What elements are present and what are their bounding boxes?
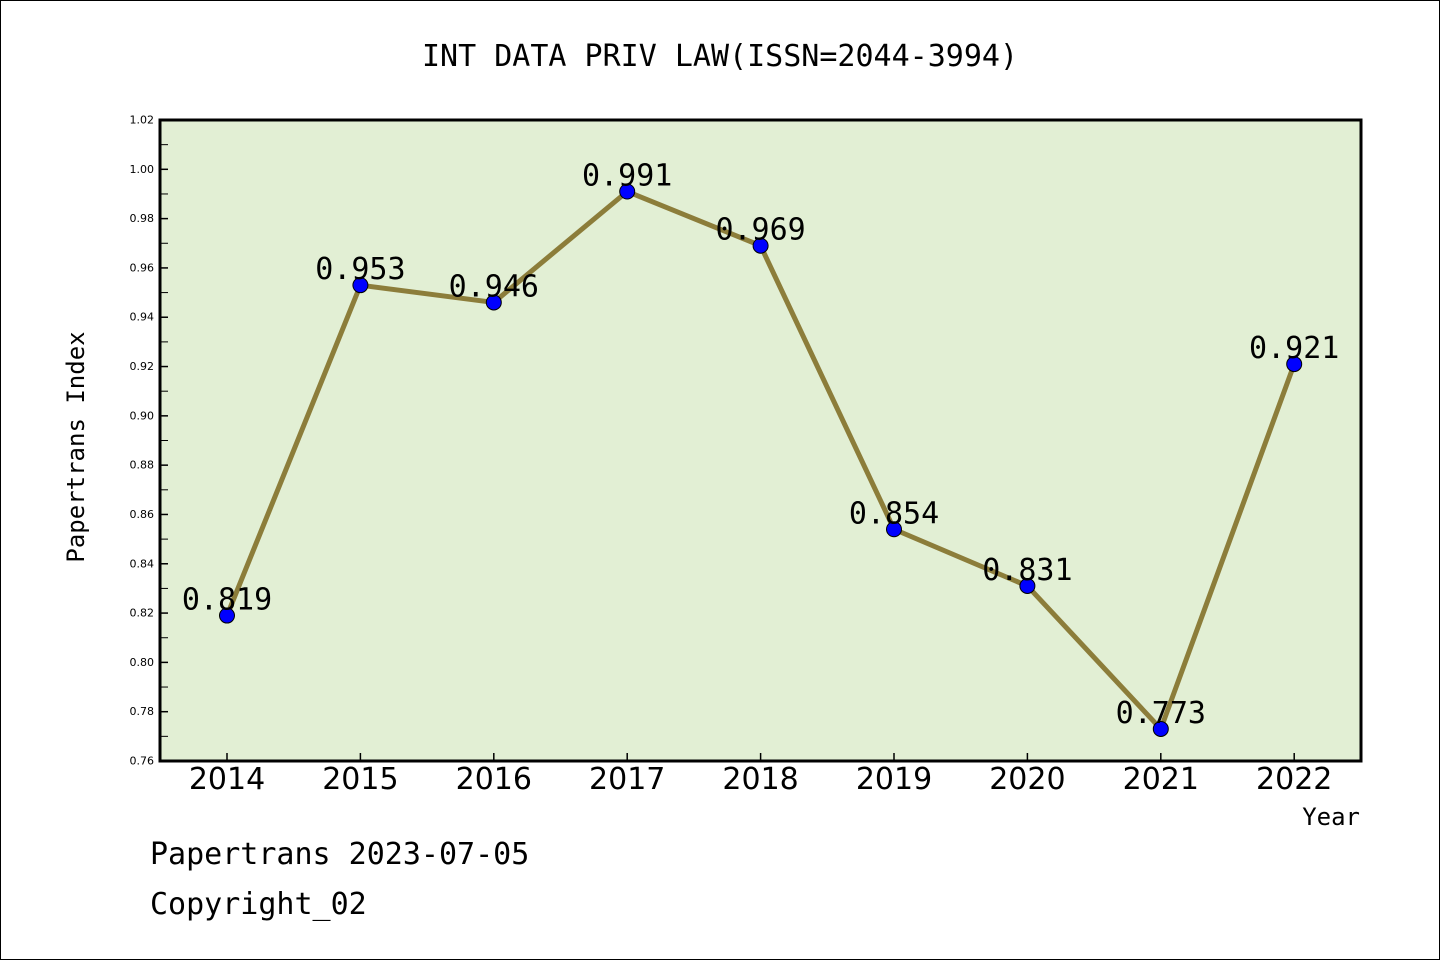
data-point [1286, 356, 1303, 373]
data-label: 0.969 [715, 213, 805, 248]
data-point [485, 294, 502, 311]
x-tick-label: 2014 [189, 762, 265, 797]
data-point [619, 183, 636, 200]
y-tick-label: 0.94 [130, 311, 155, 324]
y-axis-label: Papertrans Index [62, 331, 90, 562]
y-tick-label: 0.90 [130, 409, 155, 422]
chart-title: INT DATA PRIV LAW(ISSN=2044-3994) [422, 39, 1018, 74]
plot-area [158, 118, 1363, 763]
x-tick-label: 2015 [322, 762, 398, 797]
y-tick-label: 1.02 [130, 114, 155, 127]
data-label: 0.854 [849, 496, 939, 531]
y-tick-label: 0.98 [130, 212, 155, 225]
data-label: 0.773 [1116, 696, 1206, 731]
y-tick-label: 0.76 [130, 755, 155, 768]
data-markers [219, 183, 1303, 737]
y-tick-label: 0.96 [130, 261, 155, 274]
x-tick-label: 2018 [722, 762, 798, 797]
y-tick-label: 0.86 [130, 508, 155, 521]
data-point [1152, 720, 1169, 737]
data-label: 0.953 [315, 252, 405, 287]
y-axis: 0.76 0.78 0.80 0.82 0.84 0.86 0.88 0.90 0.92 0.94… [130, 114, 168, 768]
data-labels: 0.819 0.953 0.946 0.991 0.969 0.854 0.831 0.773… [182, 158, 1340, 730]
y-tick-label: 0.80 [130, 656, 155, 669]
x-tick-label: 2021 [1123, 762, 1199, 797]
y-tick-label: 0.82 [130, 607, 155, 620]
y-tick-label: 0.92 [130, 360, 155, 373]
data-point [352, 277, 369, 294]
footer-copyright-text: Copyright_02 [150, 887, 367, 922]
footer-date-text: Papertrans 2023-07-05 [150, 837, 529, 872]
y-tick-label: 0.78 [130, 705, 155, 718]
x-tick-label: 2022 [1256, 762, 1332, 797]
data-point [1019, 577, 1036, 594]
y-tick-label: 1.00 [130, 163, 155, 176]
data-label: 0.991 [582, 158, 672, 193]
data-label: 0.819 [182, 583, 272, 618]
x-tick-label: 2017 [589, 762, 665, 797]
x-axis: 2014 2015 2016 2017 2018 2019 2020 2021 2022 [189, 753, 1332, 797]
data-label: 0.831 [982, 553, 1072, 588]
x-tick-label: 2019 [856, 762, 932, 797]
x-axis-label: Year [1302, 803, 1360, 831]
y-tick-label: 0.84 [130, 557, 155, 570]
y-tick-label: 0.88 [130, 459, 155, 472]
data-point [886, 521, 902, 538]
data-point [219, 607, 235, 624]
data-label: 0.921 [1249, 331, 1339, 366]
data-label: 0.946 [449, 269, 539, 304]
x-tick-label: 2020 [989, 762, 1065, 797]
x-tick-label: 2016 [456, 762, 532, 797]
data-point [752, 237, 769, 254]
